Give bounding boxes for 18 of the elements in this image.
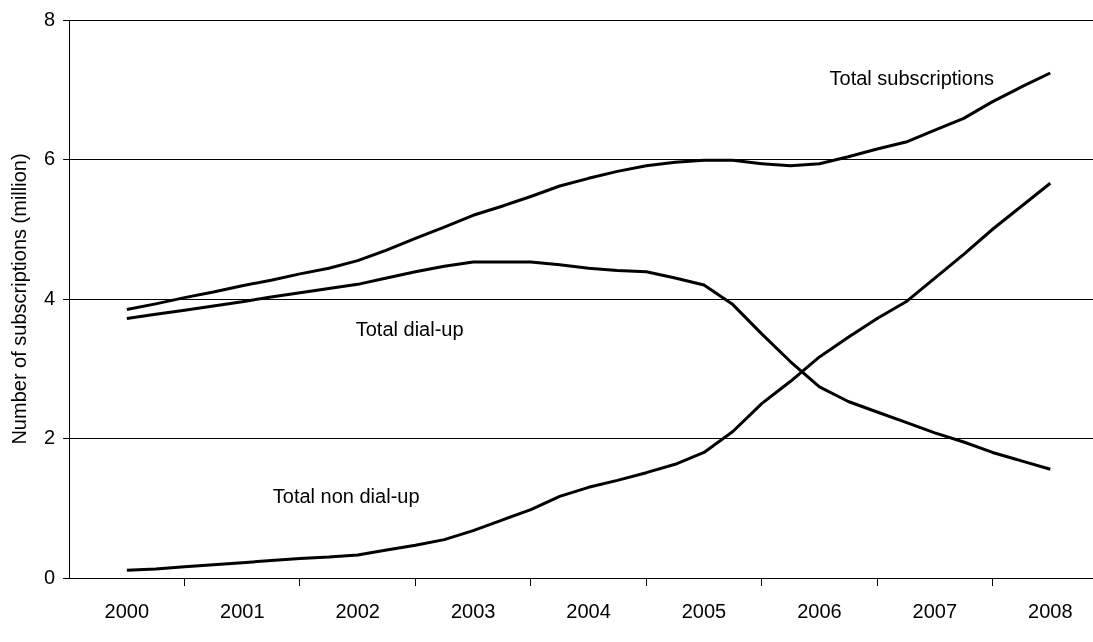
y-tick-label: 0 [44, 565, 56, 588]
y-axis-title: Number of subscriptions (million) [7, 153, 30, 445]
y-tick-label: 8 [44, 7, 56, 30]
series-label: Total non dial-up [272, 485, 420, 508]
x-tick-label: 2008 [1028, 599, 1073, 622]
x-tick-label: 2002 [335, 599, 380, 622]
series-label: Total dial-up [355, 317, 464, 340]
x-tick-label: 2003 [450, 599, 496, 622]
x-tick-label: 2006 [797, 599, 842, 622]
y-tick-label: 2 [44, 426, 56, 449]
series-label: Total subscriptions [829, 66, 995, 89]
x-tick-label: 2001 [220, 599, 265, 622]
x-tick-label: 2004 [566, 599, 611, 622]
y-tick-label: 6 [44, 147, 56, 170]
x-tick-label: 2000 [104, 599, 150, 622]
x-tick-label: 2005 [681, 599, 727, 622]
y-tick-label: 4 [44, 286, 56, 309]
x-tick-label: 2007 [912, 599, 958, 622]
